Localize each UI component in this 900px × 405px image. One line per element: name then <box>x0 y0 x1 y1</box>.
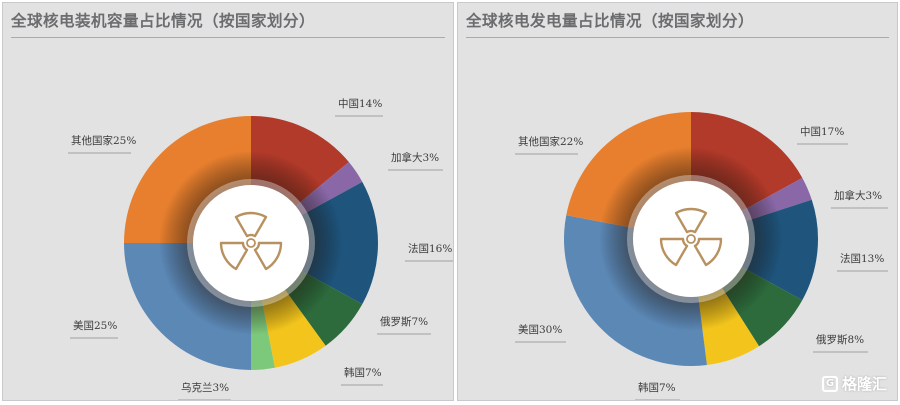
chart-panel-capacity: 全球核电装机容量占比情况（按国家划分） 中国14% 加拿大3% 法国16% 俄罗斯7%… <box>2 2 454 401</box>
watermark-text: 格隆汇 <box>841 375 887 393</box>
slice-label: 俄罗斯7% <box>380 315 428 328</box>
slice-label: 中国14% <box>338 97 382 110</box>
slice-label: 乌克兰3% <box>181 381 229 394</box>
slice-label: 美国30% <box>518 323 562 336</box>
watermark: G 格隆汇 <box>821 373 887 394</box>
chart-panel-generation: 全球核电发电量占比情况（按国家划分） 中国17% 加拿大3% 法国13% 俄罗斯8% 韩… <box>457 2 898 401</box>
donut-center <box>633 181 749 297</box>
slice-label: 法国16% <box>408 242 452 255</box>
radiation-icon <box>659 207 723 267</box>
donut-chart-generation: 中国17% 加拿大3% 法国13% 俄罗斯8% 韩国7% 美国30% 其他国家22% <box>515 111 888 400</box>
slice-label: 韩国7% <box>344 366 382 379</box>
slice-label: 其他国家25% <box>71 134 136 147</box>
title-divider <box>11 37 445 38</box>
radiation-icon <box>219 211 283 271</box>
donut-chart-capacity: 中国14% 加拿大3% 法国16% 俄罗斯7% 韩国7% 乌克兰3% 美国25% 其他国家25… <box>68 97 453 400</box>
slice-label: 美国25% <box>73 319 117 332</box>
chart-title-generation: 全球核电发电量占比情况（按国家划分） <box>466 12 755 30</box>
slice-label: 加拿大3% <box>834 189 882 202</box>
slice-label: 其他国家22% <box>518 135 583 148</box>
slice-label: 韩国7% <box>638 381 676 394</box>
chart-title-capacity: 全球核电装机容量占比情况（按国家划分） <box>11 12 316 30</box>
slice-label: 俄罗斯8% <box>816 333 864 346</box>
slice-label: 中国17% <box>800 125 844 138</box>
donut-slice-其他国家 <box>566 111 691 229</box>
g-logo-icon: G <box>821 375 838 392</box>
title-divider <box>466 37 889 38</box>
slice-label: 法国13% <box>840 252 884 265</box>
donut-center <box>193 185 309 301</box>
slice-label: 加拿大3% <box>391 151 439 164</box>
